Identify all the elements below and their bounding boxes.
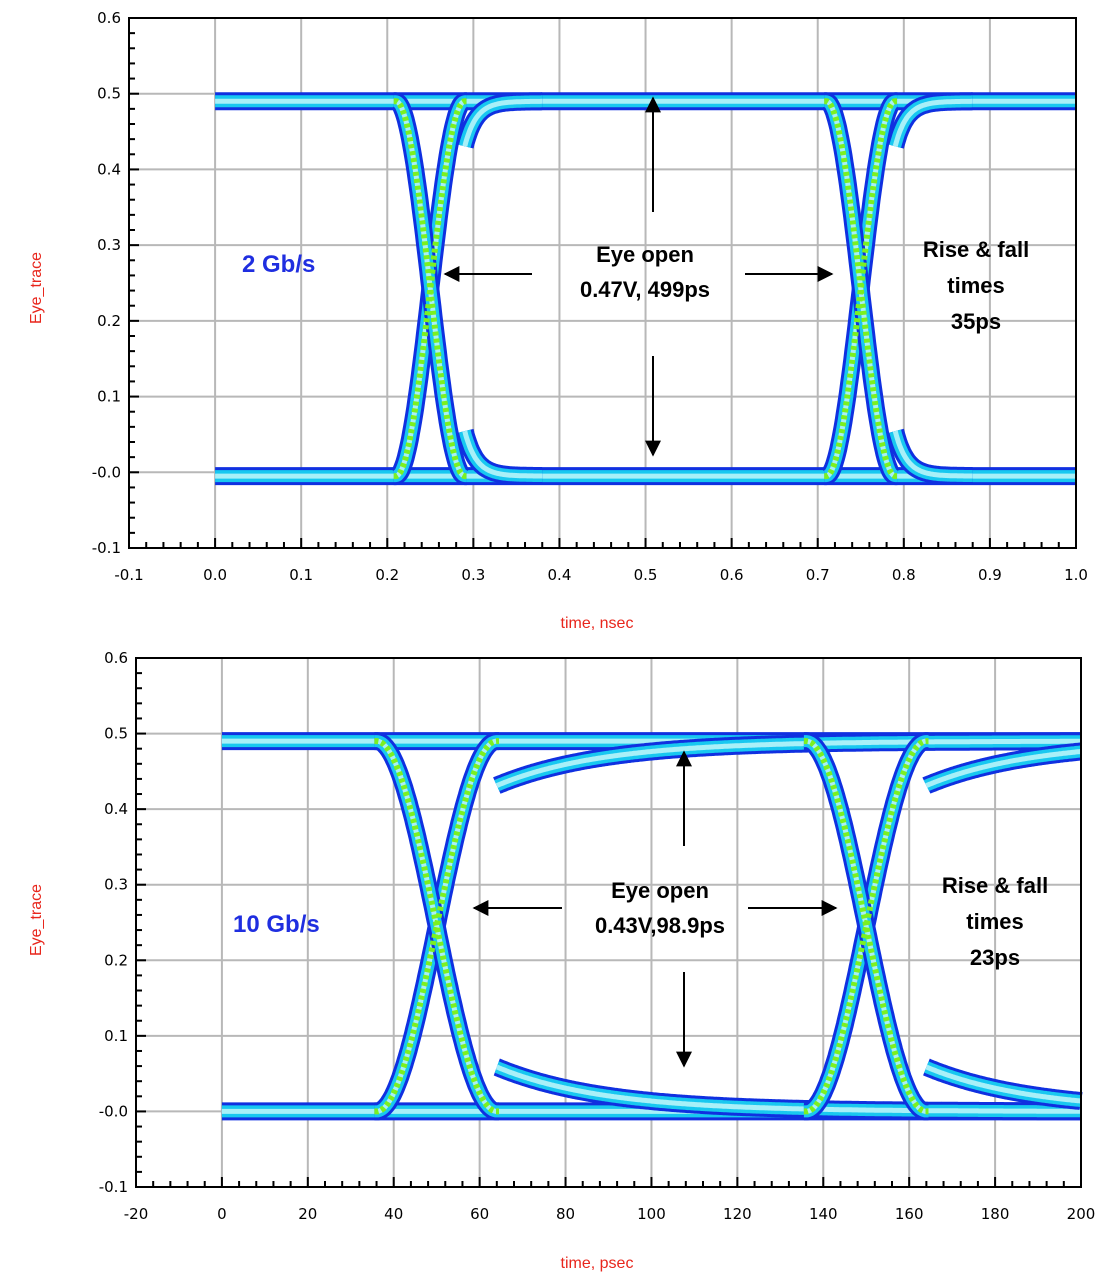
rise-fall-line-2: times	[947, 273, 1004, 298]
x-tick-label: 0.3	[461, 566, 485, 584]
y-tick-label: 0.6	[104, 649, 128, 667]
x-axis-label: time, psec	[561, 1255, 634, 1272]
tick-marks	[128, 17, 1077, 549]
settle-high-inner	[924, 749, 1083, 788]
y-tick-label: 0.2	[97, 312, 121, 330]
eye-traces	[221, 732, 1089, 1121]
rise-fall-line-2: times	[966, 909, 1023, 934]
x-tick-label: 180	[981, 1205, 1010, 1223]
x-tick-label: 0.5	[634, 566, 658, 584]
eye-open-value: 0.43V,98.9ps	[595, 913, 725, 938]
settle-low-inner	[892, 430, 975, 479]
plot-frame	[135, 657, 1082, 1188]
y-tick-label: 0.5	[97, 85, 121, 103]
y-axis-label: Eye_trace	[28, 884, 45, 956]
x-tick-label: 0	[217, 1205, 227, 1223]
x-tick-label: 120	[723, 1205, 752, 1223]
y-axis-label: Eye_trace	[28, 252, 45, 324]
rising-edge-highlight	[374, 738, 499, 1115]
settle-low-inner	[924, 1064, 1083, 1104]
falling-edge-highlight	[824, 98, 898, 480]
settle-high-inner	[462, 98, 544, 147]
x-tick-label: 100	[637, 1205, 666, 1223]
y-tick-labels: -0.1 -0.0 0.1 0.2 0.3 0.4 0.5 0.6	[92, 9, 121, 557]
x-tick-label: 0.7	[806, 566, 830, 584]
x-tick-label: 80	[556, 1205, 575, 1223]
y-tick-label: 0.6	[97, 9, 121, 27]
tick-marks	[135, 657, 1082, 1188]
y-tick-label: 0.1	[104, 1027, 128, 1045]
y-tick-label: 0.3	[104, 876, 128, 894]
falling-edge-highlight	[803, 738, 929, 1115]
x-tick-label: 1.0	[1064, 566, 1088, 584]
x-tick-label: 0.1	[289, 566, 313, 584]
y-tick-label: 0.1	[97, 388, 121, 406]
x-axis-label: time, nsec	[561, 615, 634, 632]
rise-fall-line-3: 35ps	[951, 309, 1001, 334]
x-tick-label: 60	[470, 1205, 489, 1223]
rising-edge-highlight	[803, 738, 929, 1115]
x-tick-label: -0.1	[114, 566, 143, 584]
y-tick-labels: -0.1 -0.0 0.1 0.2 0.3 0.4 0.5 0.6	[99, 649, 128, 1196]
y-tick-label: -0.1	[99, 1178, 128, 1196]
data-rate-label: 2 Gb/s	[242, 251, 315, 278]
y-tick-label: 0.4	[104, 800, 128, 818]
y-tick-label: -0.0	[99, 1102, 128, 1120]
settle-low-inner	[462, 430, 544, 479]
rising-edge-highlight	[824, 98, 898, 480]
eye-plot-10gbps: -20 0 20 40 60 80 100 120 140 160 180 200 -0.1 -0.0 0…	[28, 649, 1095, 1272]
x-tick-label: 40	[384, 1205, 403, 1223]
eye-plot-2gbps: -0.1 0.0 0.1 0.2 0.3 0.4 0.5 0.6 0.7 0.8 0.9 1.0 -0…	[28, 9, 1088, 632]
data-rate-label: 10 Gb/s	[233, 911, 320, 938]
x-tick-labels: -20 0 20 40 60 80 100 120 140 160 180 200	[124, 1205, 1096, 1223]
y-tick-label: 0.2	[104, 951, 128, 969]
eye-open-title: Eye open	[611, 878, 709, 903]
y-tick-label: -0.0	[92, 463, 121, 481]
eye-open-title: Eye open	[596, 242, 694, 267]
x-tick-label: 0.0	[203, 566, 227, 584]
falling-edge-highlight	[393, 98, 467, 480]
rise-fall-line-1: Rise & fall	[923, 237, 1029, 262]
x-tick-label: 0.4	[548, 566, 572, 584]
x-tick-label: 0.8	[892, 566, 916, 584]
y-tick-label: 0.3	[97, 236, 121, 254]
x-tick-label: 140	[809, 1205, 838, 1223]
settle-low-inner	[495, 1064, 1083, 1114]
plot-frame	[128, 17, 1077, 549]
rise-fall-line-3: 23ps	[970, 945, 1020, 970]
rising-edge-highlight	[393, 98, 467, 480]
x-tick-label: 160	[895, 1205, 924, 1223]
x-tick-label: 20	[298, 1205, 317, 1223]
y-tick-label: 0.5	[104, 725, 128, 743]
x-tick-label: 200	[1067, 1205, 1096, 1223]
settle-high-inner	[892, 98, 975, 147]
rise-fall-line-1: Rise & fall	[942, 873, 1048, 898]
x-tick-label: 0.6	[720, 566, 744, 584]
falling-edge-highlight	[374, 738, 499, 1115]
y-tick-label: -0.1	[92, 539, 121, 557]
x-tick-label: 0.2	[375, 566, 399, 584]
settle-high-inner	[495, 738, 1083, 788]
x-tick-labels: -0.1 0.0 0.1 0.2 0.3 0.4 0.5 0.6 0.7 0.8 0.9 1.0	[114, 566, 1088, 584]
eye-open-value: 0.47V, 499ps	[580, 277, 710, 302]
x-tick-label: 0.9	[978, 566, 1002, 584]
x-tick-label: -20	[124, 1205, 149, 1223]
y-tick-label: 0.4	[97, 160, 121, 178]
eye-traces	[215, 92, 1076, 486]
